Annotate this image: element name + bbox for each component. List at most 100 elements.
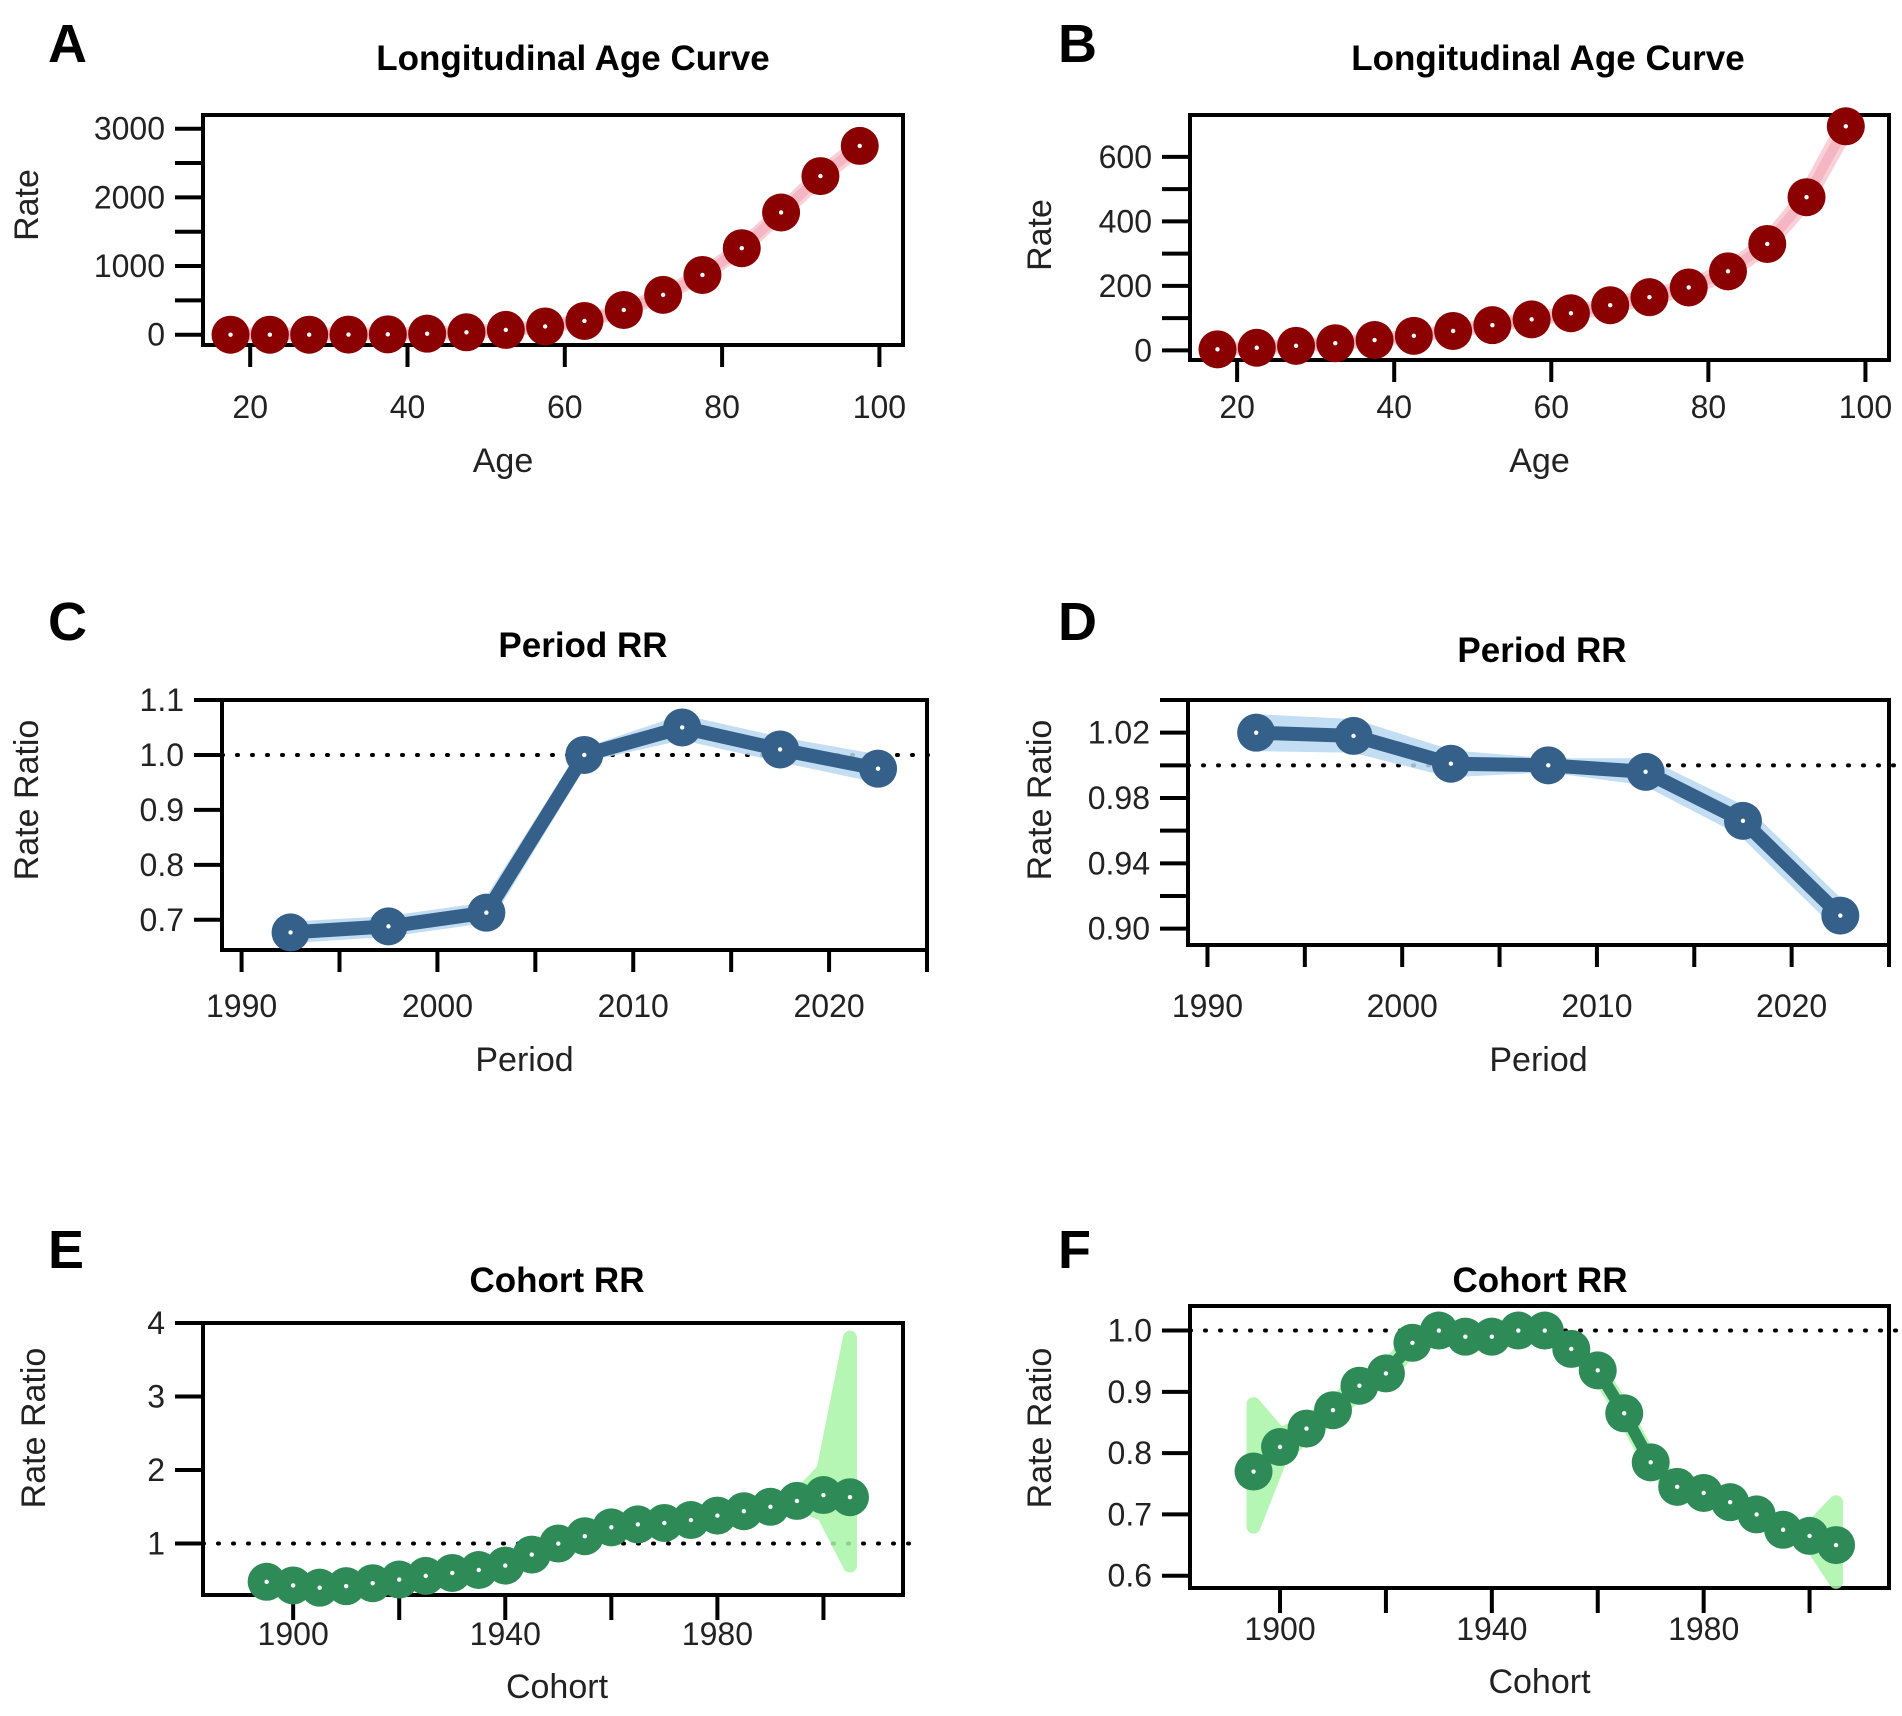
data-point-center [857, 143, 862, 149]
data-points [271, 708, 898, 952]
data-point-center [1490, 322, 1495, 328]
data-point-center [1304, 1426, 1309, 1431]
x-tick-label: 1980 [682, 1616, 753, 1652]
y-axis: 0.90 0.94 0.98 1.02 [1088, 698, 1188, 947]
y-tick-label: 200 [1099, 268, 1152, 304]
data-point-center [794, 1498, 800, 1504]
data-point-center [464, 330, 469, 335]
data-point-center [662, 1520, 667, 1526]
data-point-center [1648, 1460, 1653, 1465]
y-tick-label: 4 [147, 1305, 165, 1341]
y-tick-label: 0.8 [1108, 1435, 1152, 1471]
data-point-center [424, 331, 430, 336]
y-tick-label: 0.94 [1088, 845, 1150, 881]
data-points [1237, 713, 1860, 935]
data-point-center [621, 307, 626, 313]
data-point-center [1754, 1512, 1759, 1517]
x-tick-label: 20 [1219, 389, 1255, 425]
data-point-center [1215, 347, 1220, 352]
data-point-center [818, 173, 823, 179]
data-point-center [1436, 1328, 1442, 1333]
x-tick-label: 1980 [1668, 1611, 1739, 1647]
data-point-center [1674, 1484, 1680, 1490]
x-tick-label: 80 [1691, 389, 1727, 425]
panel-d: D Period RR Period Rate Ratio 0.90 0.94 0.98 1.… [1021, 592, 1902, 1079]
y-axis: 0 1000 2000 3000 [94, 111, 203, 353]
chart-title: Cohort RR [1453, 1261, 1628, 1300]
data-point-center [582, 1533, 588, 1539]
data-point-center [680, 725, 685, 730]
data-point-center [1780, 1527, 1786, 1532]
data-point-center [1516, 1328, 1521, 1333]
data-point-center [739, 245, 744, 251]
data-point-center [1686, 285, 1691, 290]
panel-letter: F [1058, 1220, 1091, 1280]
data-point-center [484, 910, 489, 915]
y-tick-label: 0.6 [1108, 1558, 1152, 1594]
x-axis-label: Cohort [506, 1668, 609, 1706]
data-point-center [1833, 1542, 1839, 1548]
data-point-center [1843, 124, 1849, 129]
y-axis: 0.7 0.8 0.9 1.0 1.1 [140, 682, 222, 938]
data-point-center [715, 1513, 720, 1518]
data-point-center [1463, 1334, 1468, 1339]
data-point-center [1410, 1340, 1415, 1345]
data-point-center [1838, 913, 1843, 918]
data-points [211, 126, 879, 354]
plot-frame [220, 698, 929, 952]
data-points [247, 1476, 869, 1607]
data-point-center [1542, 1328, 1547, 1333]
panel-b: B Longitudinal Age CurveAgeRate0200400600… [1021, 14, 1892, 480]
data-point-center [343, 1583, 349, 1589]
y-tick-label: 2000 [94, 179, 165, 215]
y-axis-label: Rate Ratio [15, 1348, 53, 1509]
y-tick-label: 2 [147, 1452, 165, 1488]
y-tick-label: 0.8 [140, 847, 184, 883]
data-point-center [1727, 1499, 1733, 1505]
x-axis: 1900 1940 1980 [1244, 1588, 1812, 1647]
data-point-center [317, 1585, 322, 1590]
data-point-center [1351, 733, 1356, 739]
y-tick-label: 0.98 [1088, 780, 1150, 816]
data-point-center [476, 1567, 481, 1573]
x-axis-label: Period [1489, 1041, 1587, 1079]
x-axis-label: Age [473, 442, 534, 480]
data-point-center [290, 1583, 296, 1588]
x-tick-label: 40 [1376, 389, 1412, 425]
x-axis-label: Age [1509, 442, 1570, 480]
data-point-center [1330, 1408, 1336, 1413]
data-point-center [1622, 1411, 1627, 1416]
data-point-center [609, 1525, 614, 1530]
x-tick-label: 2000 [1367, 988, 1438, 1024]
x-axis-label: Period [475, 1041, 573, 1079]
y-tick-label: 0.7 [140, 902, 184, 938]
data-point-center [1333, 341, 1338, 346]
data-point-center [1607, 302, 1613, 308]
x-tick-label: 1990 [1172, 988, 1243, 1024]
chart-title: Cohort RR [470, 1261, 645, 1300]
data-point-center [582, 318, 587, 324]
data-point-center [1568, 311, 1574, 316]
x-tick-label: 1940 [1456, 1611, 1527, 1647]
x-axis: 1990 2000 2010 2020 [1172, 945, 1891, 1024]
x-tick-label: 60 [547, 389, 583, 425]
data-point-center [847, 1495, 853, 1500]
data-point-center [1701, 1490, 1706, 1496]
data-point-center [556, 1541, 561, 1546]
data-point-center [397, 1577, 402, 1582]
data-point-center [777, 747, 783, 752]
y-tick-label: 1.02 [1088, 715, 1150, 751]
data-points [1234, 1311, 1856, 1565]
data-point-center [529, 1552, 534, 1557]
data-point-center [1357, 1383, 1362, 1388]
y-tick-label: 400 [1099, 203, 1152, 239]
data-point-center [1251, 1469, 1256, 1474]
x-tick-label: 1940 [470, 1616, 541, 1652]
y-tick-label: 3 [147, 1379, 165, 1415]
data-point-center [1569, 1346, 1574, 1352]
x-tick-label: 1990 [206, 988, 277, 1024]
y-axis-label: Rate [1021, 199, 1059, 271]
plot-frame [1188, 113, 1891, 362]
confidence-band [223, 136, 867, 342]
data-point-center [542, 324, 548, 329]
